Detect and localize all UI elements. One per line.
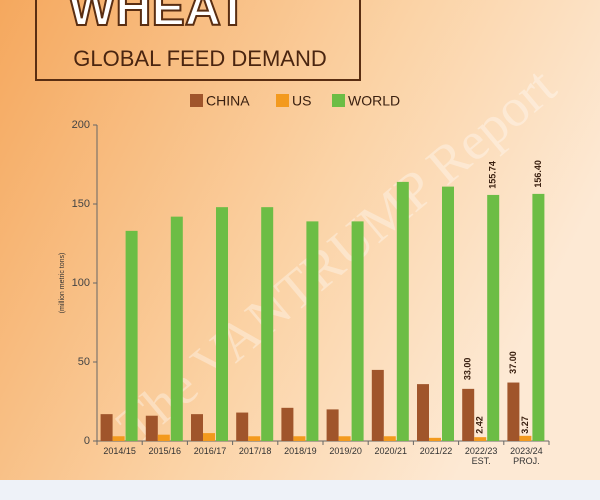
- y-tick-label: 0: [84, 435, 90, 447]
- bar: [474, 437, 487, 441]
- bar: [396, 181, 409, 441]
- chart-subtitle: GLOBAL FEED DEMAND: [73, 46, 326, 71]
- title-box: [35, 0, 361, 81]
- bar: [112, 436, 125, 441]
- value-label: 33.00: [463, 358, 473, 381]
- bar: [236, 412, 249, 441]
- legend-swatch: [332, 94, 345, 107]
- bar: [351, 221, 364, 441]
- bar: [417, 384, 429, 441]
- value-label: 3.27: [520, 416, 530, 434]
- legend-label: CHINA: [206, 93, 250, 109]
- legend-label: WORLD: [348, 93, 400, 109]
- bar: [125, 230, 138, 441]
- bar: [507, 382, 520, 441]
- y-tick-label: 50: [78, 356, 90, 368]
- x-tick-label: 2021/22: [419, 446, 453, 456]
- bar: [281, 407, 294, 441]
- x-tick-label: 2020/21: [374, 446, 408, 456]
- y-tick-label: 200: [72, 119, 90, 131]
- bar: [216, 207, 228, 441]
- bar: [429, 437, 441, 441]
- value-label: 155.74: [488, 161, 498, 189]
- bar: [383, 436, 396, 441]
- legend-label: US: [292, 93, 311, 109]
- bar: [306, 221, 319, 441]
- bar: [519, 435, 532, 441]
- bar: [100, 414, 113, 441]
- y-tick-label: 100: [72, 277, 90, 289]
- bar: [170, 216, 183, 441]
- y-tick-label: 150: [72, 198, 90, 210]
- x-tick-label: 2019/20: [329, 446, 362, 456]
- x-tick-label: 2014/15: [103, 446, 136, 456]
- bar: [145, 415, 158, 441]
- bar: [261, 207, 274, 441]
- legend-swatch: [276, 94, 289, 107]
- bar: [462, 388, 475, 441]
- x-tick-label: 2016/17: [193, 446, 227, 456]
- x-tick-label: 2015/16: [148, 446, 182, 456]
- bar: [487, 194, 500, 441]
- bar: [326, 409, 339, 441]
- x-tick-label: 2022/23 EST.: [464, 446, 498, 466]
- bar: [532, 193, 545, 441]
- x-tick-label: 2023/24 PROJ.: [510, 446, 543, 466]
- bar: [203, 433, 215, 441]
- value-label: 37.00: [508, 351, 518, 374]
- legend-swatch: [190, 94, 203, 107]
- bar: [442, 186, 454, 441]
- x-tick-label: 2017/18: [238, 446, 272, 456]
- value-label: 2.42: [475, 416, 485, 434]
- y-axis-label: (million metric tons): [59, 253, 66, 314]
- bar: [293, 436, 306, 441]
- bar: [157, 434, 170, 441]
- bar: [191, 414, 203, 441]
- x-tick-label: 2018/19: [284, 446, 317, 456]
- bar: [371, 369, 384, 441]
- bar: [338, 436, 351, 441]
- bar: [248, 436, 261, 441]
- value-label: 156.40: [533, 160, 543, 188]
- chart-title: WHEAT: [68, 0, 248, 36]
